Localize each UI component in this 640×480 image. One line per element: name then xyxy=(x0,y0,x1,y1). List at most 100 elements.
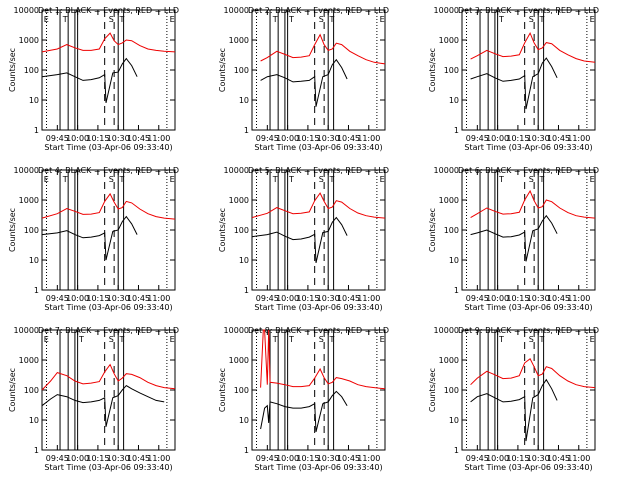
lld-series-line xyxy=(251,192,386,219)
y-tick-label: 10000 xyxy=(224,6,249,15)
region-letter: T xyxy=(288,15,294,24)
region-letter: E xyxy=(170,15,175,24)
lld-series-line xyxy=(260,329,386,390)
x-tick-label: 10:45 xyxy=(127,294,150,303)
x-tick-label: 10:15 xyxy=(506,294,529,303)
y-axis-label: Counts/sec xyxy=(218,48,227,92)
x-tick-label: 10:30 xyxy=(317,134,340,143)
region-letter: E xyxy=(170,335,175,344)
events-series-line xyxy=(470,57,558,110)
y-tick-label: 100 xyxy=(234,66,249,75)
x-axis-label: Start Time (03-Apr-06 09:33:40) xyxy=(254,463,382,472)
y-tick-label: 10000 xyxy=(224,166,249,175)
region-letter: E xyxy=(590,175,595,184)
y-tick-label: 10000 xyxy=(14,166,39,175)
x-tick-label: 11:00 xyxy=(357,294,380,303)
region-letter: T xyxy=(288,175,294,184)
region-letter: S xyxy=(319,175,324,184)
region-letter: T xyxy=(272,335,278,344)
plot-frame xyxy=(41,329,176,451)
region-letter: T xyxy=(78,335,84,344)
y-axis-label: Counts/sec xyxy=(218,368,227,412)
x-tick-label: 11:00 xyxy=(357,134,380,143)
x-tick-label: 11:00 xyxy=(147,454,170,463)
y-tick-label: 1 xyxy=(244,126,249,135)
x-tick-label: 11:00 xyxy=(567,134,590,143)
y-tick-label: 10000 xyxy=(434,166,459,175)
x-tick-label: 10:00 xyxy=(486,454,509,463)
x-tick-label: 10:30 xyxy=(317,294,340,303)
x-tick-label: 10:45 xyxy=(547,134,570,143)
y-tick-label: 10 xyxy=(239,256,249,265)
panel-det-9: Det 9: BLACK = Events, RED = LLD11010010… xyxy=(428,326,599,472)
x-tick-label: 09:45 xyxy=(466,454,489,463)
y-tick-label: 1 xyxy=(34,286,39,295)
y-tick-label: 1 xyxy=(454,126,459,135)
region-letter: E xyxy=(44,335,49,344)
x-axis-label: Start Time (03-Apr-06 09:33:40) xyxy=(44,303,172,312)
region-letter: S xyxy=(529,175,534,184)
x-tick-label: 09:45 xyxy=(46,294,69,303)
region-letter: T xyxy=(288,335,294,344)
lld-series-line xyxy=(260,33,386,65)
x-tick-label: 10:15 xyxy=(296,134,319,143)
x-tick-label: 10:15 xyxy=(86,294,109,303)
y-tick-label: 1000 xyxy=(19,356,39,365)
x-tick-label: 11:00 xyxy=(147,134,170,143)
y-axis-label: Counts/sec xyxy=(218,208,227,252)
x-tick-label: 10:45 xyxy=(547,294,570,303)
y-tick-label: 10 xyxy=(239,96,249,105)
x-tick-label: 10:30 xyxy=(107,454,130,463)
x-tick-label: 09:45 xyxy=(256,294,279,303)
x-axis-label: Start Time (03-Apr-06 09:33:40) xyxy=(254,143,382,152)
x-tick-label: 10:15 xyxy=(506,134,529,143)
region-letter: S xyxy=(109,15,114,24)
x-tick-label: 10:00 xyxy=(276,294,299,303)
x-tick-label: 10:30 xyxy=(527,294,550,303)
x-tick-label: 10:00 xyxy=(66,134,89,143)
x-tick-label: 11:00 xyxy=(567,294,590,303)
y-tick-label: 100 xyxy=(24,66,39,75)
region-letter: E xyxy=(380,335,385,344)
region-letter: T xyxy=(272,15,278,24)
y-tick-label: 100 xyxy=(24,226,39,235)
x-tick-label: 10:45 xyxy=(127,454,150,463)
y-tick-label: 10 xyxy=(449,256,459,265)
x-axis-label: Start Time (03-Apr-06 09:33:40) xyxy=(44,143,172,152)
x-tick-label: 10:15 xyxy=(506,454,529,463)
x-tick-label: 10:15 xyxy=(86,454,109,463)
region-letter: S xyxy=(319,15,324,24)
y-tick-label: 100 xyxy=(234,226,249,235)
x-tick-label: 09:45 xyxy=(46,454,69,463)
panel-det-5: Det 5: BLACK = Events, RED = LLD11010010… xyxy=(218,166,389,312)
x-axis-label: Start Time (03-Apr-06 09:33:40) xyxy=(464,463,592,472)
panel-det-8: Det 8: BLACK = Events, RED = LLD11010010… xyxy=(218,326,389,472)
y-tick-label: 1000 xyxy=(439,196,459,205)
region-letter: T xyxy=(498,15,504,24)
y-tick-label: 10000 xyxy=(434,326,459,335)
y-axis-label: Counts/sec xyxy=(428,48,437,92)
x-tick-label: 10:45 xyxy=(127,134,150,143)
y-tick-label: 1000 xyxy=(229,356,249,365)
x-tick-label: 10:45 xyxy=(337,134,360,143)
y-tick-label: 10 xyxy=(239,416,249,425)
y-tick-label: 100 xyxy=(24,386,39,395)
y-tick-label: 10000 xyxy=(224,326,249,335)
events-series-line xyxy=(41,384,165,427)
x-tick-label: 10:00 xyxy=(66,454,89,463)
region-letter: E xyxy=(590,335,595,344)
plot-frame xyxy=(461,329,596,451)
y-tick-label: 100 xyxy=(234,386,249,395)
y-tick-label: 1 xyxy=(244,286,249,295)
y-tick-label: 10000 xyxy=(14,6,39,15)
y-axis-label: Counts/sec xyxy=(8,208,17,252)
plot-frame xyxy=(251,329,386,451)
region-letter: S xyxy=(109,175,114,184)
y-axis-label: Counts/sec xyxy=(428,208,437,252)
region-letter: T xyxy=(329,175,335,184)
region-letter: T xyxy=(539,175,545,184)
events-series-line xyxy=(260,390,348,433)
x-tick-label: 11:00 xyxy=(147,294,170,303)
y-tick-label: 10 xyxy=(29,256,39,265)
